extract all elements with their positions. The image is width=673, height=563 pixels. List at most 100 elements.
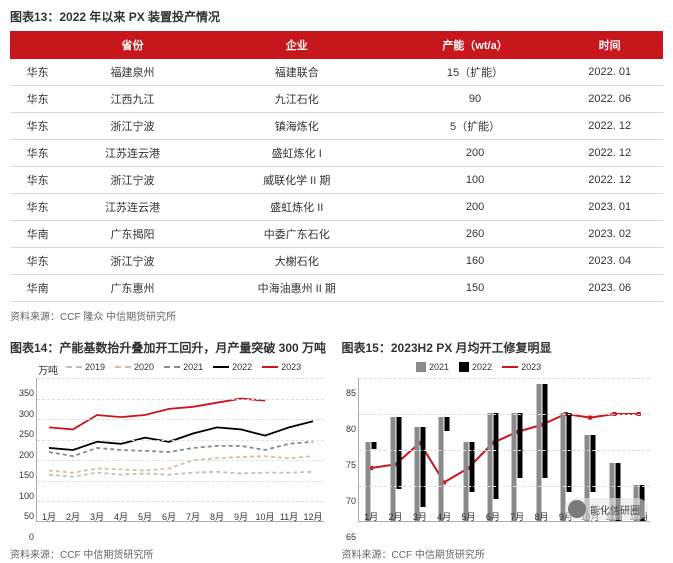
x-tick: 6月	[162, 510, 176, 523]
table-cell: 15（扩能）	[393, 59, 557, 86]
table-cell: 2022. 12	[557, 140, 663, 167]
series-line	[49, 399, 265, 430]
x-tick: 7月	[510, 510, 524, 523]
chart14-source: 资料来源：CCF 中信期货研究所	[10, 544, 332, 563]
px-capacity-table: 省份企业产能（wt/a）时间 华东福建泉州福建联合15（扩能）2022. 01华…	[10, 31, 663, 302]
table-cell: 2022. 01	[557, 59, 663, 86]
table-row: 华东江苏连云港盛虹炼化 I2002022. 12	[11, 140, 663, 167]
x-tick: 4月	[114, 510, 128, 523]
table-cell: 90	[393, 86, 557, 113]
y-tick: 70	[334, 496, 356, 506]
table-cell: 华东	[11, 140, 65, 167]
table-cell: 镇海炼化	[200, 113, 393, 140]
legend-item: 2023	[262, 362, 301, 372]
chart15-title: 图表15：2023H2 PX 月均开工修复明显	[342, 339, 664, 362]
table-header	[11, 32, 65, 59]
chart14-yunit: 万吨	[38, 362, 58, 377]
table-cell: 200	[393, 140, 557, 167]
y-tick: 200	[12, 450, 34, 460]
table-row: 华东浙江宁波大榭石化1602023. 04	[11, 248, 663, 275]
table-cell: 盛虹炼化 II	[200, 194, 393, 221]
table-cell: 浙江宁波	[65, 113, 201, 140]
table-cell: 200	[393, 194, 557, 221]
table-cell: 2023. 02	[557, 221, 663, 248]
table-cell: 华南	[11, 221, 65, 248]
x-tick: 3月	[413, 510, 427, 523]
x-tick: 1月	[364, 510, 378, 523]
x-tick: 7月	[186, 510, 200, 523]
x-tick: 8月	[534, 510, 548, 523]
table-cell: 2023. 04	[557, 248, 663, 275]
table-cell: 浙江宁波	[65, 167, 201, 194]
table-cell: 2022. 12	[557, 167, 663, 194]
x-tick: 10月	[255, 510, 274, 523]
chart14: 万吨 20192020202120222023 0501001502002503…	[10, 362, 328, 538]
table-cell: 160	[393, 248, 557, 275]
watermark: 能化信研圈	[565, 498, 648, 520]
y-tick: 100	[12, 491, 34, 501]
y-tick: 150	[12, 470, 34, 480]
x-tick: 3月	[90, 510, 104, 523]
table-cell: 2023. 01	[557, 194, 663, 221]
y-tick: 250	[12, 429, 34, 439]
table-header: 产能（wt/a）	[393, 32, 557, 59]
bar	[396, 417, 401, 489]
bar	[439, 417, 444, 521]
table-cell: 华东	[11, 248, 65, 275]
legend-item: 2021	[164, 362, 203, 372]
table-cell: 2022. 06	[557, 86, 663, 113]
legend-item: 2020	[115, 362, 154, 372]
x-tick: 12月	[303, 510, 322, 523]
x-tick: 11月	[280, 510, 298, 523]
y-tick: 300	[12, 409, 34, 419]
bar	[518, 413, 523, 478]
table-cell: 华东	[11, 59, 65, 86]
y-tick: 0	[12, 532, 34, 542]
watermark-text: 能化信研圈	[590, 502, 640, 517]
y-tick: 350	[12, 388, 34, 398]
bar	[445, 417, 450, 431]
watermark-avatar	[568, 500, 586, 518]
series-line	[371, 414, 639, 482]
y-tick: 80	[334, 424, 356, 434]
bar	[487, 413, 492, 521]
table-row: 华东江苏连云港盛虹炼化 II2002023. 01	[11, 194, 663, 221]
x-tick: 9月	[234, 510, 248, 523]
table-row: 华南广东惠州中海油惠州 II 期1502023. 06	[11, 275, 663, 302]
table-cell: 100	[393, 167, 557, 194]
series-line	[49, 456, 313, 472]
table-row: 华东浙江宁波威联化学 II 期1002022. 12	[11, 167, 663, 194]
table-cell: 福建联合	[200, 59, 393, 86]
table-row: 华南广东揭阳中委广东石化2602023. 02	[11, 221, 663, 248]
table-cell: 中海油惠州 II 期	[200, 275, 393, 302]
table-row: 华东江西九江九江石化902022. 06	[11, 86, 663, 113]
table-cell: 2022. 12	[557, 113, 663, 140]
bar	[542, 384, 547, 478]
x-tick: 6月	[486, 510, 500, 523]
table-cell: 江苏连云港	[65, 140, 201, 167]
legend-item: 2021	[416, 362, 449, 372]
table-cell: 浙江宁波	[65, 248, 201, 275]
bar	[566, 413, 571, 492]
y-tick: 50	[12, 511, 34, 521]
table-cell: 150	[393, 275, 557, 302]
table-header: 企业	[200, 32, 393, 59]
table-cell: 广东揭阳	[65, 221, 201, 248]
table-cell: 2023. 06	[557, 275, 663, 302]
legend-item: 2019	[66, 362, 105, 372]
chart15-source: 资料来源：CCF 中信期货研究所	[342, 544, 664, 563]
x-tick: 4月	[437, 510, 451, 523]
x-tick: 2月	[388, 510, 402, 523]
y-tick: 65	[334, 532, 356, 542]
x-tick: 8月	[210, 510, 224, 523]
table-cell: 华南	[11, 275, 65, 302]
bar	[390, 417, 395, 521]
bar	[420, 427, 425, 506]
table-cell: 华东	[11, 167, 65, 194]
table-cell: 威联化学 II 期	[200, 167, 393, 194]
table-cell: 盛虹炼化 I	[200, 140, 393, 167]
table-title: 图表13：2022 年以来 PX 装置投产情况	[0, 0, 673, 31]
bar	[536, 384, 541, 521]
bar	[512, 413, 517, 521]
x-tick: 2月	[66, 510, 80, 523]
